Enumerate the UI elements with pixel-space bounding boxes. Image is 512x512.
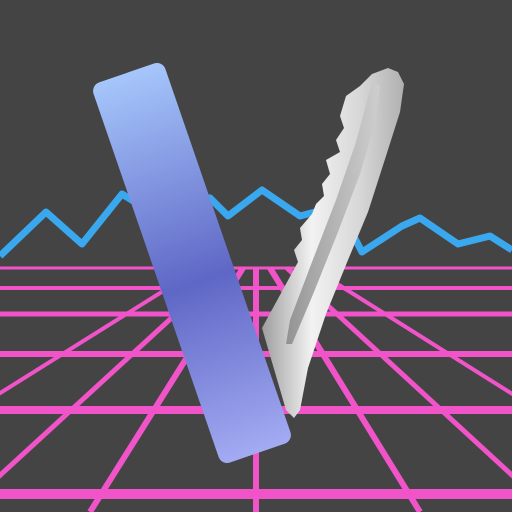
key-blade-shape — [262, 68, 404, 418]
mountain-line — [0, 186, 512, 259]
gradient-plate-shape — [93, 63, 291, 463]
